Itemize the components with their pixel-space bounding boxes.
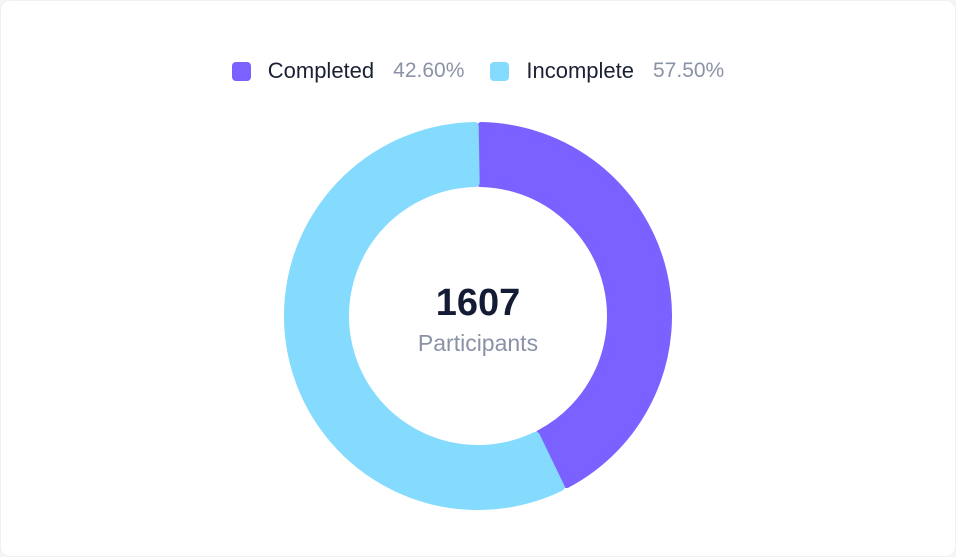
center-total-label: Participants (418, 330, 538, 356)
donut-slice-incomplete (284, 122, 565, 510)
legend-label-completed: Completed (267, 58, 375, 83)
legend-label-incomplete: Incomplete (526, 58, 634, 83)
chart-legend: Completed 42.60% Incomplete 57.50% (1, 53, 955, 89)
donut-slice-completed (476, 122, 672, 489)
legend-item-completed: Completed 42.60% (231, 58, 465, 84)
legend-swatch-completed (231, 61, 251, 81)
legend-item-incomplete: Incomplete 57.50% (490, 58, 724, 84)
legend-swatch-incomplete (490, 61, 510, 81)
legend-value-incomplete: 57.50% (653, 59, 725, 82)
center-total-value: 1607 (436, 282, 521, 324)
donut-slices (284, 122, 672, 510)
legend-value-completed: 42.60% (393, 59, 465, 82)
